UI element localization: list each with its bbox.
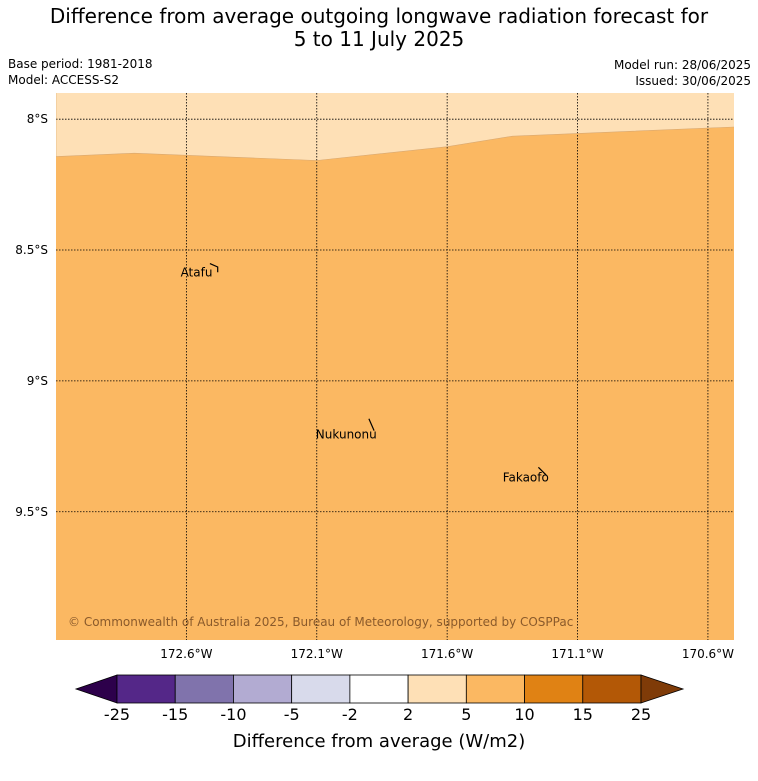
lon-tick-label: 172.1°W: [291, 647, 343, 661]
colorbar-tick-label: -2: [342, 705, 358, 724]
latitude-labels: 8°S 8.5°S 9°S 9.5°S: [15, 112, 48, 519]
lon-tick-label: 171.6°W: [421, 647, 473, 661]
island-nukunonu-outline: [368, 418, 375, 431]
colorbar-bin: [233, 674, 293, 704]
issued-date: Issued: 30/06/2025: [635, 74, 751, 88]
colorbar-tick-label: -10: [220, 705, 246, 724]
colorbar-bin: [174, 674, 234, 704]
colorbar-tick-label: 15: [573, 705, 593, 724]
model-run: Model run: 28/06/2025: [613, 58, 751, 72]
lon-tick-label: 170.6°W: [682, 647, 734, 661]
colorbar-tick-label: -25: [104, 705, 130, 724]
colorbar-bin: [407, 674, 467, 704]
colorbar-tick-label: -5: [284, 705, 300, 724]
map-background-5-to-10: [56, 93, 734, 640]
place-label-fakaofo: Fakaofo: [503, 471, 549, 485]
colorbar-bin: [524, 674, 584, 704]
region-2-to-5: [56, 93, 734, 161]
colorbar-bin: [291, 674, 351, 704]
island-atafu-outline: [209, 263, 219, 273]
island-fakaofo-outline: [537, 466, 547, 476]
colorbar-bin: [116, 674, 176, 704]
place-label-atafu: Atafu: [181, 265, 213, 279]
colorbar-tick-label: 5: [461, 705, 471, 724]
colorbar: -25 -15 -10 -5 -2 2 5 10 15 25: [74, 674, 685, 724]
map-area: Atafu Nukunonu Fakaofo © Commonwealth of A…: [56, 93, 734, 640]
colorbar-tick-label: 2: [403, 705, 413, 724]
title-line-2: 5 to 11 July 2025: [293, 27, 465, 51]
lon-tick-label: 171.1°W: [551, 647, 603, 661]
graticule: [56, 93, 734, 640]
place-label-nukunonu: Nukunonu: [316, 428, 377, 442]
colorbar-bin: [582, 674, 642, 704]
colorbar-title: Difference from average (W/m2): [233, 731, 525, 752]
colorbar-bin: [465, 674, 525, 704]
lon-tick-label: 172.6°W: [160, 647, 212, 661]
copyright-notice: © Commonwealth of Australia 2025, Bureau…: [68, 615, 573, 629]
colorbar-tick-label: -15: [162, 705, 188, 724]
colorbar-over-arrow: [640, 674, 685, 704]
islands: [209, 263, 547, 476]
region-boundary-line: [56, 93, 734, 161]
lat-tick-label: 9°S: [27, 374, 48, 388]
title-line-1: Difference from average outgoing longwav…: [49, 4, 709, 28]
place-labels: Atafu Nukunonu Fakaofo: [181, 265, 549, 484]
lat-tick-label: 9.5°S: [15, 505, 48, 519]
meta-left: Base period: 1981-2018 Model: ACCESS-S2: [8, 56, 153, 88]
colorbar-bin: [349, 674, 409, 704]
colorbar-tick-label: 10: [514, 705, 534, 724]
longitude-labels: 172.6°W 172.1°W 171.6°W 171.1°W 170.6°W: [160, 647, 734, 661]
map-title: Difference from average outgoing longwav…: [0, 5, 758, 51]
lat-tick-label: 8.5°S: [15, 243, 48, 257]
model-name: Model: ACCESS-S2: [8, 73, 120, 87]
colorbar-tick-label: 25: [631, 705, 651, 724]
base-period: Base period: 1981-2018: [8, 57, 153, 71]
meta-right: Model run: 28/06/2025 Issued: 30/06/2025: [614, 57, 751, 89]
colorbar-under-arrow: [74, 674, 118, 704]
lat-tick-label: 8°S: [27, 112, 48, 126]
